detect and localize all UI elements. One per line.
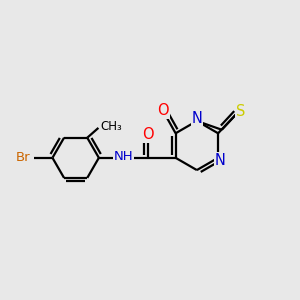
Text: N: N xyxy=(214,153,225,168)
Text: S: S xyxy=(236,104,245,119)
Text: N: N xyxy=(191,111,202,126)
Text: O: O xyxy=(142,127,154,142)
Text: NH: NH xyxy=(114,150,133,164)
Text: Br: Br xyxy=(16,151,30,164)
Text: CH₃: CH₃ xyxy=(100,120,122,133)
Text: O: O xyxy=(157,103,169,118)
